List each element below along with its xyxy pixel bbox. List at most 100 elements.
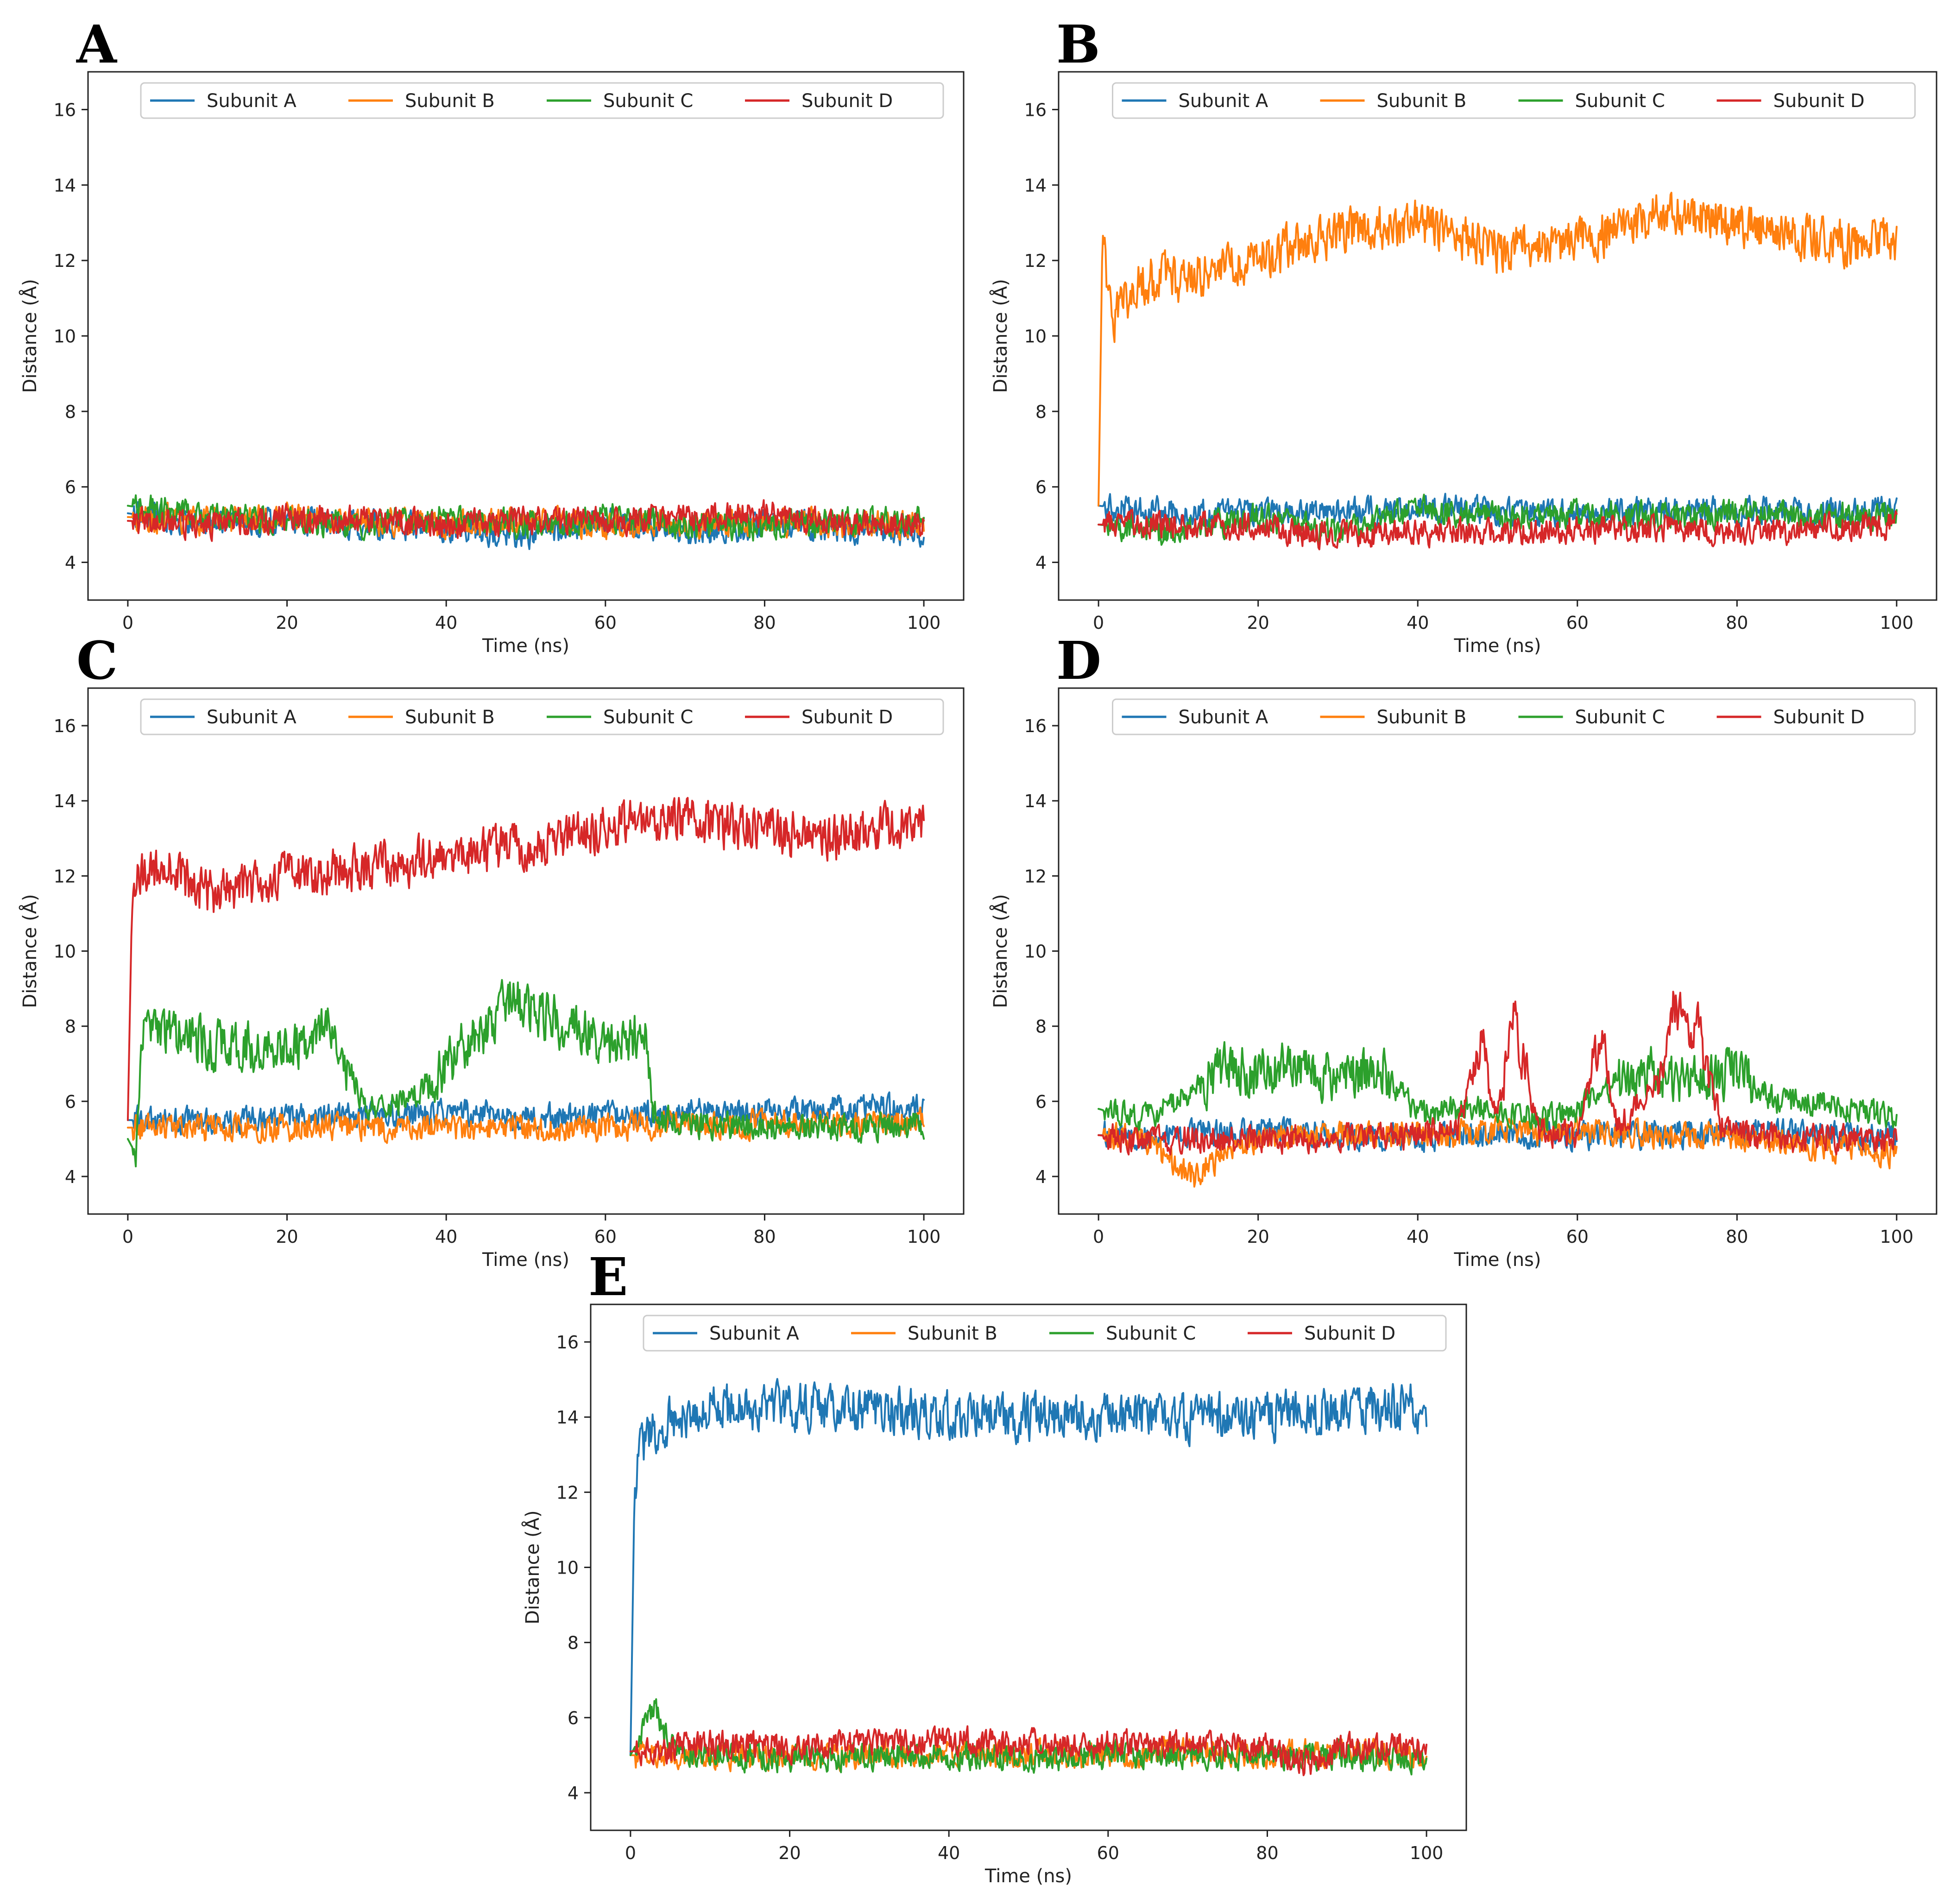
y-tick-label: 4 (65, 553, 76, 573)
x-tick-label: 60 (594, 613, 617, 633)
x-axis-label: Time (ns) (984, 1866, 1072, 1887)
legend-box (140, 698, 944, 735)
x-tick-label: 40 (435, 1227, 457, 1247)
legend-label: Subunit C (1106, 1323, 1196, 1344)
panel-c: C 0 20 40 60 80 100 4 6 8 10 12 14 16 Time (ns) Distanc… (19, 631, 965, 1271)
series-group (126, 494, 925, 550)
y-tick-label: 12 (54, 251, 76, 271)
y-tick-label: 8 (1035, 402, 1047, 422)
panel-a: A 0 20 40 60 80 100 4 6 8 10 12 14 16 Time (ns) Distanc… (19, 14, 965, 657)
legend-label: Subunit A (1179, 707, 1268, 728)
legend-label: Subunit B (908, 1323, 997, 1344)
series-group (629, 1378, 1428, 1777)
y-tick-label: 12 (1024, 866, 1047, 886)
x-tick-label: 60 (1566, 1227, 1589, 1247)
x-tick-label: 80 (753, 613, 776, 633)
legend-label: Subunit D (1773, 707, 1865, 728)
x-axis-label: Time (ns) (482, 1249, 569, 1271)
series-line-subunit-b (1098, 191, 1898, 507)
y-tick-label: 12 (54, 866, 76, 886)
y-tick-label: 4 (65, 1167, 76, 1187)
x-tick-label: 40 (1407, 613, 1429, 633)
legend-label: Subunit D (1304, 1323, 1395, 1344)
x-tick-label: 100 (1880, 613, 1914, 633)
y-tick-label: 16 (54, 716, 76, 736)
x-tick-label: 20 (276, 1227, 298, 1247)
series-line-subunit-d (126, 499, 925, 542)
y-tick-label: 8 (1035, 1017, 1047, 1037)
x-tick-label: 80 (1726, 1227, 1748, 1247)
x-tick-label: 100 (1880, 1227, 1914, 1247)
panel-d: D 0 20 40 60 80 100 4 6 8 10 12 14 16 Time (ns) Distanc… (989, 631, 1937, 1271)
panel-letter: D (1056, 631, 1101, 691)
panel-letter: B (1056, 14, 1100, 75)
x-axis-label: Time (ns) (1453, 635, 1541, 657)
y-tick-label: 4 (1035, 1167, 1047, 1187)
x-tick-label: 60 (1097, 1843, 1119, 1863)
y-tick-label: 10 (1024, 942, 1047, 962)
x-tick-label: 20 (1247, 1227, 1269, 1247)
y-tick-label: 4 (1035, 553, 1047, 573)
y-tick-label: 10 (54, 942, 76, 962)
series-line-subunit-d (126, 797, 925, 1121)
series-line-subunit-d (629, 1725, 1428, 1777)
x-tick-label: 100 (1410, 1843, 1444, 1863)
y-tick-label: 10 (556, 1558, 579, 1578)
legend-label: Subunit D (1773, 90, 1865, 112)
y-tick-label: 10 (1024, 326, 1047, 347)
y-tick-label: 16 (1024, 100, 1047, 120)
series-line-subunit-c (1098, 1041, 1898, 1133)
y-tick-label: 14 (54, 791, 76, 811)
panel-e: E 0 20 40 60 80 100 4 6 8 10 12 14 16 Time (ns) Distanc… (521, 1247, 1467, 1887)
x-tick-label: 20 (276, 613, 298, 633)
y-axis-label: Distance (Å) (989, 279, 1011, 393)
y-tick-label: 8 (65, 1017, 76, 1037)
legend-box (140, 82, 944, 119)
y-axis-label: Distance (Å) (989, 894, 1011, 1008)
panel-letter: C (76, 631, 118, 691)
y-axis-label: Distance (Å) (19, 279, 41, 393)
legend-label: Subunit A (207, 707, 297, 728)
legend-label: Subunit B (405, 707, 495, 728)
y-tick-label: 16 (54, 100, 76, 120)
y-tick-label: 16 (1024, 716, 1047, 736)
x-tick-label: 80 (753, 1227, 776, 1247)
x-tick-label: 80 (1256, 1843, 1278, 1863)
y-tick-label: 14 (556, 1407, 579, 1428)
y-tick-label: 8 (65, 402, 76, 422)
y-tick-label: 6 (1035, 1092, 1047, 1112)
legend: Subunit A Subunit B Subunit C Subunit D (140, 698, 944, 735)
legend: Subunit A Subunit B Subunit C Subunit D (1112, 698, 1916, 735)
y-tick-label: 14 (54, 175, 76, 196)
series-line-subunit-c (126, 979, 925, 1168)
x-tick-label: 0 (1093, 1227, 1104, 1247)
x-tick-label: 60 (594, 1227, 617, 1247)
y-tick-label: 12 (1024, 251, 1047, 271)
x-tick-label: 60 (1566, 613, 1589, 633)
series-line-subunit-d (1098, 509, 1898, 550)
x-tick-label: 0 (625, 1843, 636, 1863)
legend-box (1112, 698, 1916, 735)
legend-label: Subunit C (1575, 707, 1665, 728)
panel-letter: E (588, 1247, 628, 1308)
legend-label: Subunit B (1377, 90, 1467, 112)
x-tick-label: 20 (778, 1843, 801, 1863)
y-tick-label: 4 (568, 1783, 579, 1803)
x-tick-label: 40 (435, 613, 457, 633)
series-group (126, 797, 925, 1168)
y-tick-label: 10 (54, 326, 76, 347)
legend-label: Subunit A (207, 90, 297, 112)
x-tick-label: 0 (122, 613, 133, 633)
legend: Subunit A Subunit B Subunit C Subunit D (140, 82, 944, 119)
x-axis-label: Time (ns) (1453, 1249, 1541, 1271)
legend-label: Subunit C (603, 90, 693, 112)
y-tick-label: 14 (1024, 175, 1047, 196)
x-tick-label: 0 (122, 1227, 133, 1247)
legend-label: Subunit B (405, 90, 495, 112)
legend: Subunit A Subunit B Subunit C Subunit D (1112, 82, 1916, 119)
legend-label: Subunit D (801, 90, 893, 112)
legend-label: Subunit C (603, 707, 693, 728)
y-tick-label: 6 (65, 477, 76, 498)
x-axis-label: Time (ns) (482, 635, 569, 657)
